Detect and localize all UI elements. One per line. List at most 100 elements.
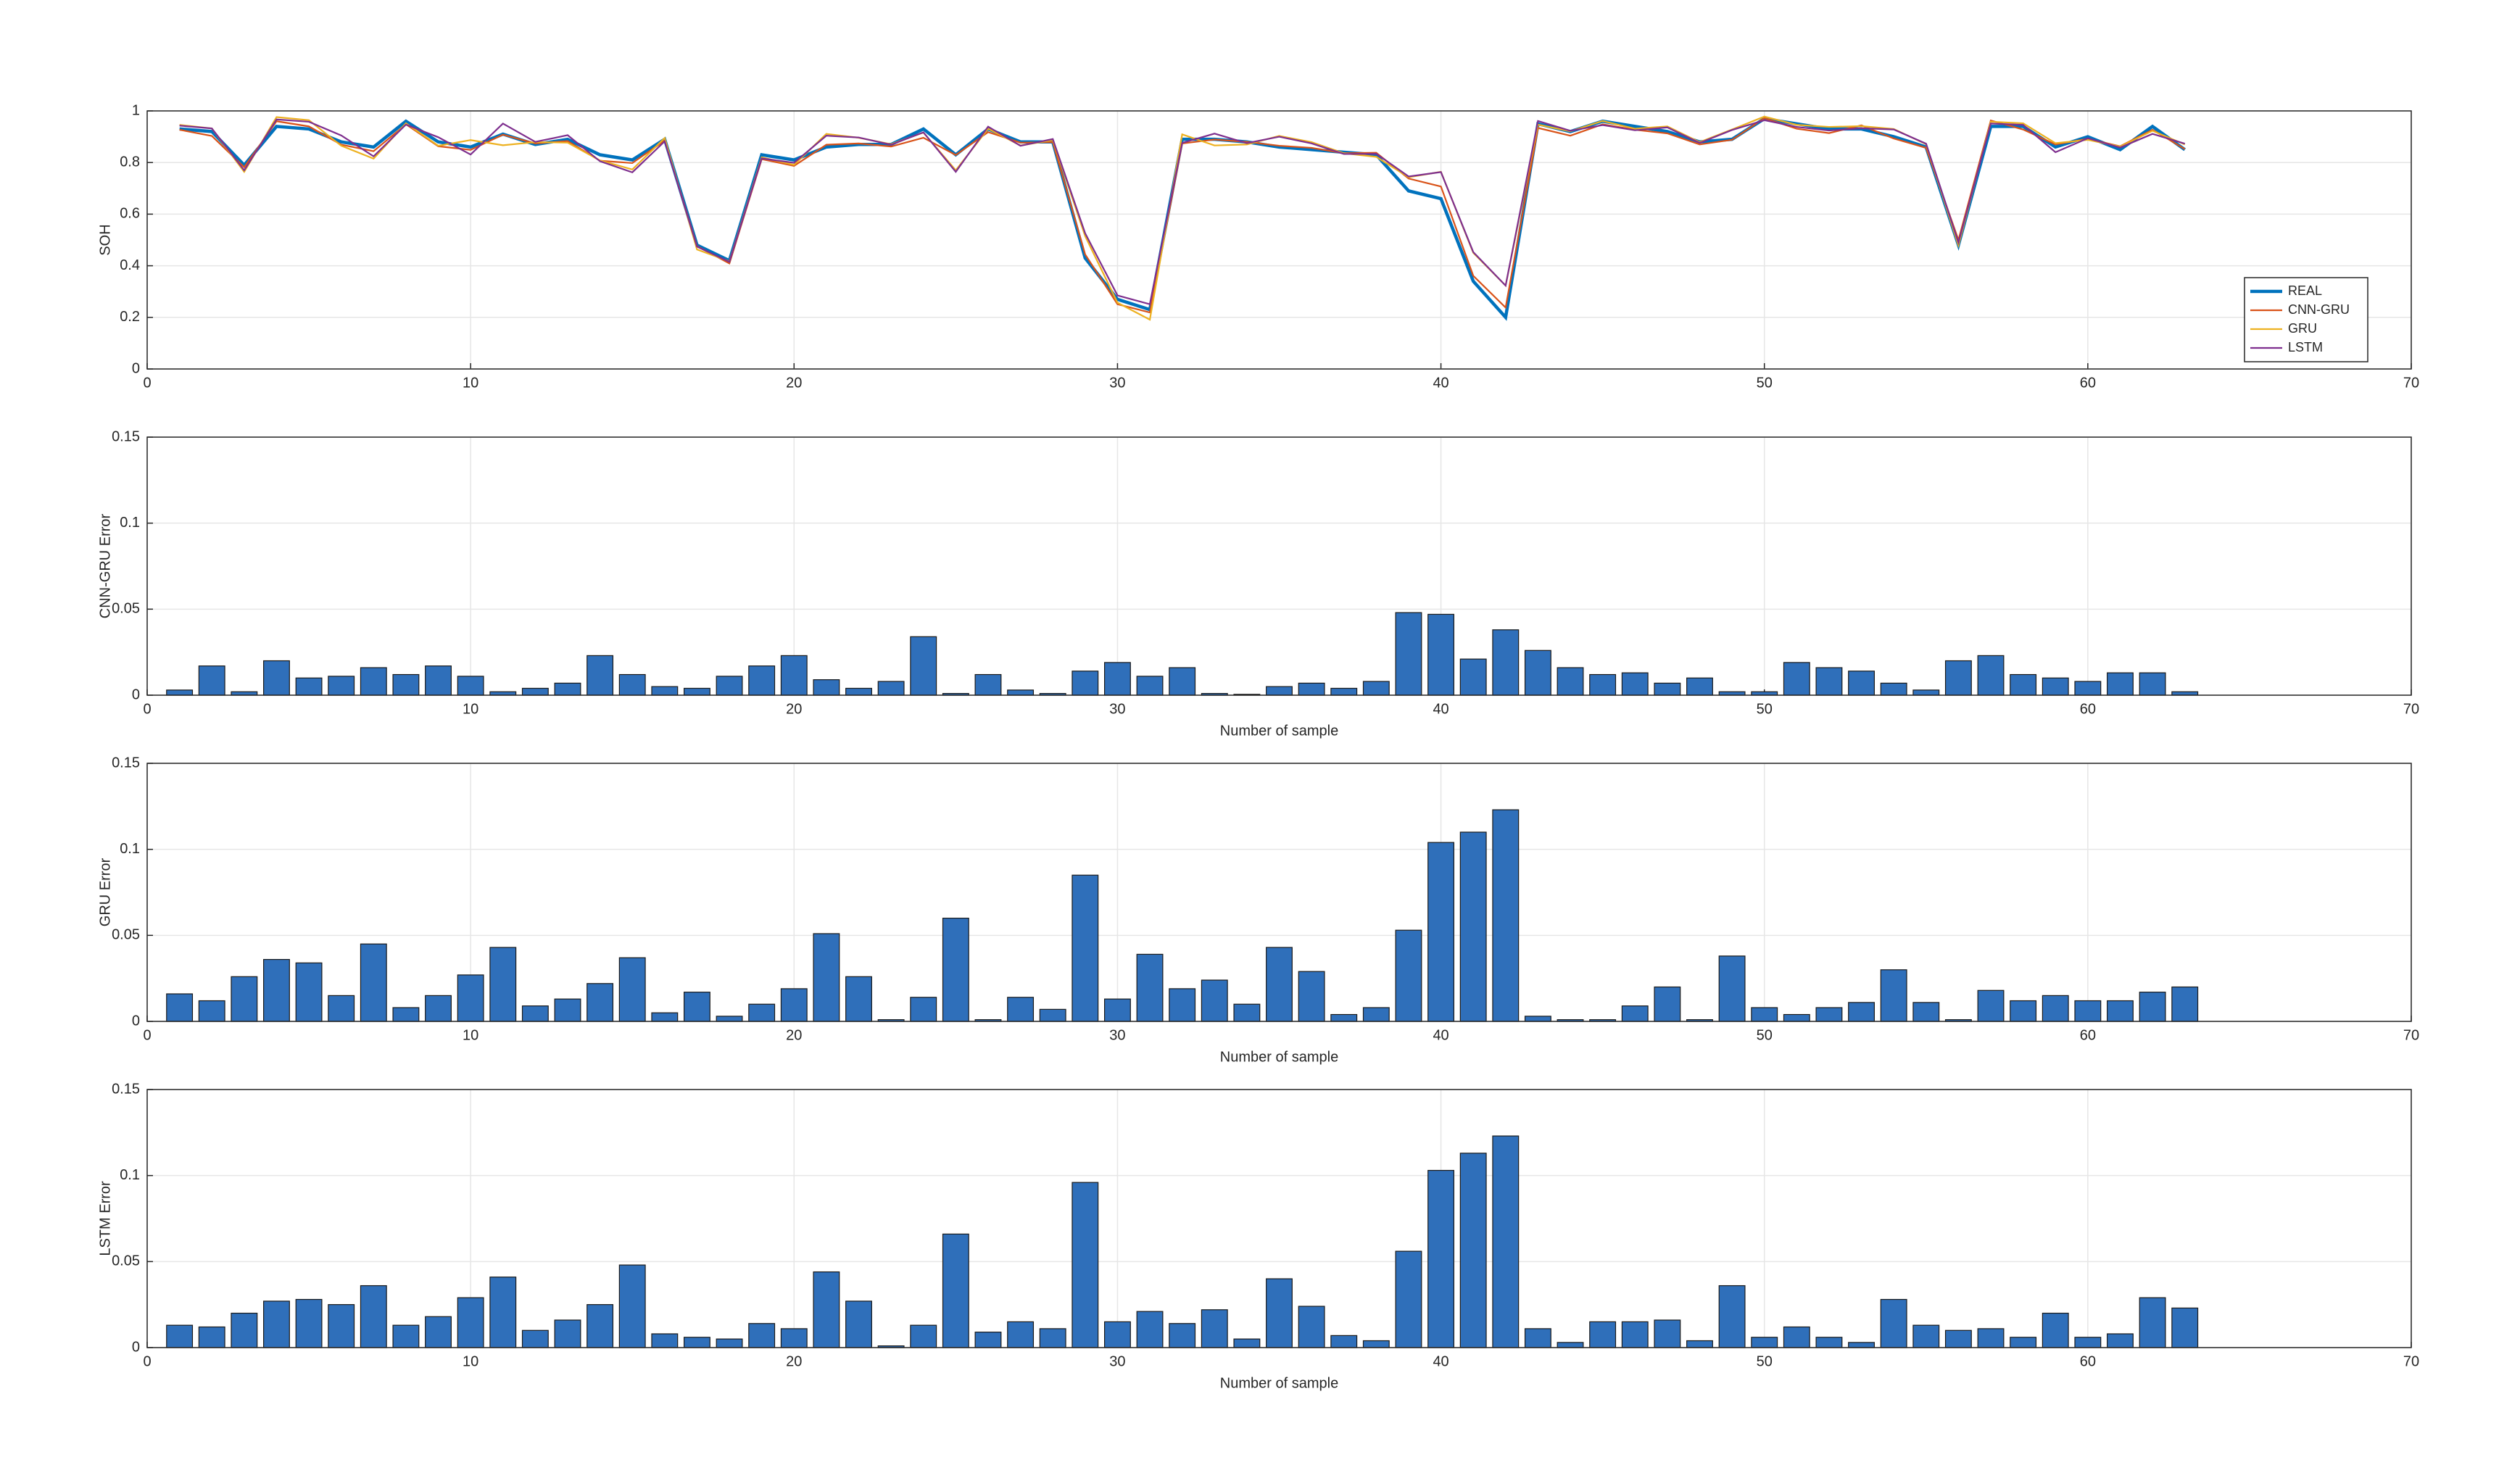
bar <box>1848 671 1876 696</box>
bar <box>1201 1309 1228 1348</box>
bar <box>1427 1169 1455 1348</box>
x-tick-label: 0 <box>143 375 151 391</box>
bar <box>683 992 710 1022</box>
bar <box>877 681 905 696</box>
bar <box>651 1012 679 1022</box>
bar <box>651 686 679 696</box>
bar <box>263 660 290 696</box>
bar <box>1103 998 1131 1022</box>
bar <box>1007 689 1035 696</box>
bar <box>1686 1340 1713 1348</box>
axes-frame <box>146 1089 2412 1348</box>
x-tick-label: 20 <box>786 701 802 717</box>
bar <box>521 1005 549 1022</box>
bar <box>651 1333 679 1348</box>
bar <box>1072 1182 1099 1348</box>
bar <box>1977 655 2005 696</box>
bar <box>2107 1000 2134 1022</box>
x-tick-label: 30 <box>1109 1353 1125 1369</box>
bar <box>845 976 872 1022</box>
bar <box>392 1324 420 1348</box>
bar <box>2139 992 2166 1022</box>
bar <box>1072 874 1099 1022</box>
bar <box>2139 672 2166 696</box>
bar <box>2010 673 2037 696</box>
bar <box>2074 1337 2102 1348</box>
bar <box>1557 1342 1584 1348</box>
bar <box>198 665 225 696</box>
x-tick-label: 20 <box>786 1027 802 1043</box>
series-line <box>179 117 2187 321</box>
x-tick-label: 10 <box>463 1353 478 1369</box>
bar <box>1686 677 1713 696</box>
bar <box>845 1300 872 1348</box>
bar <box>1330 687 1358 696</box>
bar <box>1977 1328 2005 1348</box>
y-tick-label: 0 <box>132 1013 140 1029</box>
bar <box>1654 1319 1681 1348</box>
series-line <box>179 115 2186 321</box>
bar <box>1977 989 2005 1022</box>
bar <box>780 988 808 1022</box>
bar <box>974 1332 1002 1348</box>
y-tick-label: 0.15 <box>112 428 140 444</box>
bar <box>1621 672 1649 696</box>
bar <box>587 1304 614 1348</box>
bar <box>587 983 614 1022</box>
bar <box>1298 1306 1325 1348</box>
x-tick-label: 50 <box>1757 375 1773 391</box>
bar <box>1169 1323 1196 1348</box>
bar <box>489 1277 517 1348</box>
x-tick-label: 60 <box>2080 1027 2096 1043</box>
bar <box>1621 1005 1649 1022</box>
bar <box>263 1300 290 1348</box>
bar <box>1136 1311 1164 1348</box>
bar <box>198 1326 225 1348</box>
x-tick-label: 70 <box>2403 1027 2419 1043</box>
bar <box>748 1003 776 1022</box>
x-tick-label: 70 <box>2403 375 2419 391</box>
x-tick-label: 40 <box>1433 1353 1448 1369</box>
bar <box>554 682 581 696</box>
bar <box>748 665 776 696</box>
bar <box>1103 662 1131 696</box>
bar <box>231 976 258 1022</box>
y-tick-label: 0.05 <box>112 601 140 617</box>
x-tick-label: 50 <box>1757 1027 1773 1043</box>
y-tick-label: 0.6 <box>120 206 140 222</box>
bar <box>1330 1335 1358 1348</box>
x-tick-label: 70 <box>2403 1353 2419 1369</box>
bar <box>1524 1016 1551 1022</box>
bar <box>1589 1321 1617 1348</box>
bar <box>716 676 743 696</box>
bar <box>166 689 194 696</box>
bar <box>231 1312 258 1348</box>
bar <box>425 995 452 1022</box>
bar <box>2139 1297 2166 1348</box>
x-tick-label: 30 <box>1109 1027 1125 1043</box>
bar <box>1459 831 1487 1022</box>
x-tick-label: 50 <box>1757 1353 1773 1369</box>
bar <box>780 1328 808 1348</box>
bar <box>2010 1337 2037 1348</box>
bar <box>1330 1013 1358 1022</box>
y-tick-label: 0.8 <box>120 154 140 170</box>
bar <box>1459 658 1487 696</box>
bar <box>1362 1340 1390 1348</box>
axes-frame <box>146 436 2412 696</box>
bar <box>1459 1153 1487 1348</box>
y-tick-label: 0.1 <box>120 515 140 531</box>
x-tick-label: 10 <box>463 1027 478 1043</box>
bar <box>1103 1321 1131 1348</box>
x-tick-label: 60 <box>2080 1353 2096 1369</box>
axes-frame <box>146 110 2412 370</box>
bar <box>1298 682 1325 696</box>
bar <box>683 1337 710 1348</box>
bar <box>813 679 840 696</box>
x-axis-label: Number of sample <box>1220 723 1338 739</box>
bar <box>1072 671 1099 696</box>
bar <box>910 636 937 696</box>
bar <box>1880 682 1907 696</box>
bar <box>457 1297 484 1348</box>
bar <box>1233 1338 1261 1348</box>
